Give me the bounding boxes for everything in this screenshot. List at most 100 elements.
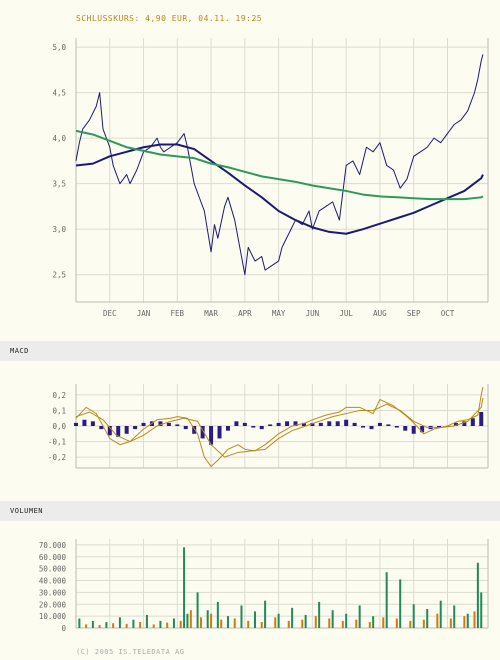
macd-hist-bar (225, 426, 230, 431)
vol_green-bar (291, 607, 294, 628)
vol_orange-bar (98, 625, 101, 628)
vol_orange-bar (166, 622, 169, 628)
closing-price-header: SCHLUSSKURS: 4,90 EUR, 04.11. 19:25 (76, 14, 263, 23)
vol_green-bar (253, 611, 256, 628)
macd-hist-bar (293, 421, 298, 426)
vol_orange-bar (328, 618, 331, 628)
macd-hist-bar (259, 426, 264, 430)
vol_green-bar (345, 613, 348, 628)
macd-chart: 0,2 0,1 0,0 -0,1 -0,2 (48, 384, 489, 469)
macd-hist-bar (344, 419, 349, 426)
vol_orange-bar (179, 620, 182, 628)
vol_green-bar (372, 616, 375, 628)
vol_orange-bar (436, 613, 439, 628)
macd-hist-bar (74, 422, 78, 426)
vol_green-bar (385, 572, 388, 628)
macd-hist-bar (82, 419, 87, 426)
macd-hist-bar (403, 426, 408, 431)
vol_orange-bar (199, 617, 202, 628)
grid-lines (76, 384, 488, 468)
y-tick-label: 60.000 (39, 553, 67, 562)
y-tick-label: -0,1 (48, 438, 66, 447)
grid-lines (76, 38, 488, 302)
macd-hist-bar (437, 426, 442, 428)
vol_green-bar (453, 605, 456, 628)
y-tick-label: 4,0 (52, 134, 66, 143)
x-tick-label: OCT (441, 309, 455, 318)
macd-hist-bar (217, 426, 222, 439)
y-tick-label: 70.000 (39, 541, 67, 550)
macd-hist-bar (318, 422, 323, 426)
vol_green-bar (226, 616, 229, 628)
macd-hist-bar (310, 422, 315, 426)
macd-hist-bar (124, 426, 129, 434)
vol_green-bar (480, 592, 483, 628)
macd-hist-bar (183, 426, 188, 430)
vol_green-bar (476, 562, 479, 628)
y-tick-label: 0 (61, 624, 66, 633)
y-tick-label: 30.000 (39, 588, 67, 597)
macd-hist-bar (276, 422, 281, 426)
vol_orange-bar (210, 613, 213, 628)
vol_green-bar (318, 601, 321, 628)
ma_slow-line (75, 129, 484, 201)
vol_orange-bar (247, 620, 250, 628)
volume-section-header: VOLUMEN (0, 501, 500, 521)
vol_green-bar (172, 618, 175, 628)
volume-label: VOLUMEN (10, 507, 44, 515)
macd-hist-bar (133, 426, 138, 430)
vol_green-bar (78, 618, 81, 628)
macd-hist-bar (386, 424, 391, 426)
x-tick-label: MAR (204, 309, 218, 318)
y-tick-label: 0,1 (52, 406, 66, 415)
x-tick-label: AUG (373, 309, 387, 318)
macd-hist-bar (107, 426, 112, 436)
macd_signal (75, 397, 484, 458)
vol_orange-bar (220, 619, 223, 628)
vol_green-bar (331, 610, 334, 628)
vol_orange-bar (449, 618, 452, 628)
y-tick-label: 40.000 (39, 577, 67, 586)
vol_green-bar (466, 613, 469, 628)
vol_orange-bar (341, 620, 344, 628)
macd-section-header: MACD (0, 341, 500, 361)
volume-chart: 70.000 60.000 50.000 40.000 30.000 20.000 10.0… (39, 539, 489, 633)
vol_green-bar (399, 579, 402, 628)
x-tick-label: DEC (103, 309, 117, 318)
vol_green-bar (304, 614, 307, 628)
macd-hist-bar (352, 422, 357, 426)
macd-hist-bar (192, 426, 197, 434)
vol_orange-bar (395, 618, 398, 628)
macd-hist-bar (175, 424, 180, 426)
macd-hist-bar (166, 422, 171, 426)
vol_orange-bar (301, 619, 304, 628)
price-chart: 5,0 4,5 4,0 3,5 3,0 2,5 DEC JAN FEB MAR APR MAY JUN J… (52, 38, 489, 318)
x-tick-label: JUN (306, 309, 320, 318)
macd-hist-bar (394, 426, 399, 428)
vol_orange-bar (368, 622, 371, 628)
x-tick-label: JAN (137, 309, 151, 318)
vol_green-bar (118, 617, 121, 628)
vol_green-bar (412, 604, 415, 628)
y-tick-label: 3,5 (52, 180, 66, 189)
macd-hist-bar (234, 421, 239, 426)
vol_green-bar (426, 609, 429, 628)
y-tick-label: 0,2 (52, 391, 66, 400)
macd-hist-bar (141, 422, 146, 426)
macd-hist-bar (99, 426, 104, 430)
vol_orange-bar (355, 619, 358, 628)
x-tick-label: FEB (171, 309, 185, 318)
macd-hist-bar (209, 426, 214, 445)
x-tick-label: APR (238, 309, 252, 318)
vol_orange-bar (125, 623, 128, 628)
macd-hist-bar (90, 421, 95, 426)
macd-hist-bar (327, 421, 332, 426)
vol_orange-bar (260, 622, 263, 628)
macd-hist-bar (268, 424, 273, 426)
vol_orange-bar (152, 624, 155, 628)
vol_green-bar (159, 620, 162, 628)
vol_orange-bar (233, 618, 236, 628)
vol_green-bar (240, 605, 243, 628)
vol_orange-bar (463, 616, 466, 628)
vol_green-bar (439, 600, 442, 628)
